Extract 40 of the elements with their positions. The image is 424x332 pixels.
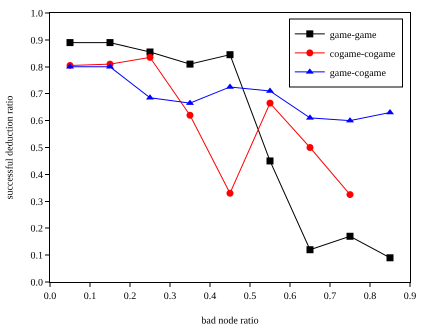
x-tick-label: 0.2 [124, 291, 136, 302]
y-tick-label: 0.7 [30, 89, 43, 100]
point [386, 254, 394, 262]
y-tick-label: 0.5 [30, 143, 43, 154]
x-tick-label: 0.7 [324, 291, 336, 302]
legend-label: cogame-cogame [330, 48, 396, 60]
y-tick-label: 0.9 [30, 35, 43, 46]
x-tick-label: 0.5 [244, 291, 256, 302]
y-tick-label: 0.4 [30, 170, 43, 181]
point [186, 60, 194, 68]
y-tick-label: 0.3 [30, 196, 43, 208]
x-axis-title: bad node ratio [201, 316, 259, 326]
point [226, 51, 234, 58]
point [186, 112, 194, 119]
point [306, 144, 314, 151]
y-tick-label: 0.8 [30, 62, 43, 74]
y-axis-title: successful deduction ratio [4, 96, 16, 200]
point [146, 54, 154, 61]
y-tick-label: 0.2 [30, 224, 43, 235]
x-tick-label: 0.8 [364, 291, 376, 302]
x-tick-label: 0.0 [44, 291, 56, 302]
x-tick-label: 0.3 [164, 291, 176, 302]
y-tick-label: 0.1 [30, 250, 43, 262]
x-tick-label: 0.1 [84, 291, 96, 302]
point [346, 191, 354, 198]
point [66, 39, 74, 46]
y-tick-label: 0.0 [30, 278, 43, 288]
x-tick-label: 0.6 [284, 291, 296, 302]
point [266, 100, 274, 107]
legend-label: game-game [330, 30, 377, 41]
legend-label: game-cogame [330, 68, 386, 79]
x-tick-label: 0.9 [404, 291, 416, 302]
point [226, 190, 234, 197]
y-tick-label: 1.0 [30, 8, 43, 20]
point [106, 39, 114, 46]
point [346, 232, 354, 240]
y-tick-label: 0.6 [30, 116, 43, 128]
point [306, 246, 314, 254]
point [266, 157, 274, 164]
x-tick-label: 0.4 [204, 291, 216, 302]
